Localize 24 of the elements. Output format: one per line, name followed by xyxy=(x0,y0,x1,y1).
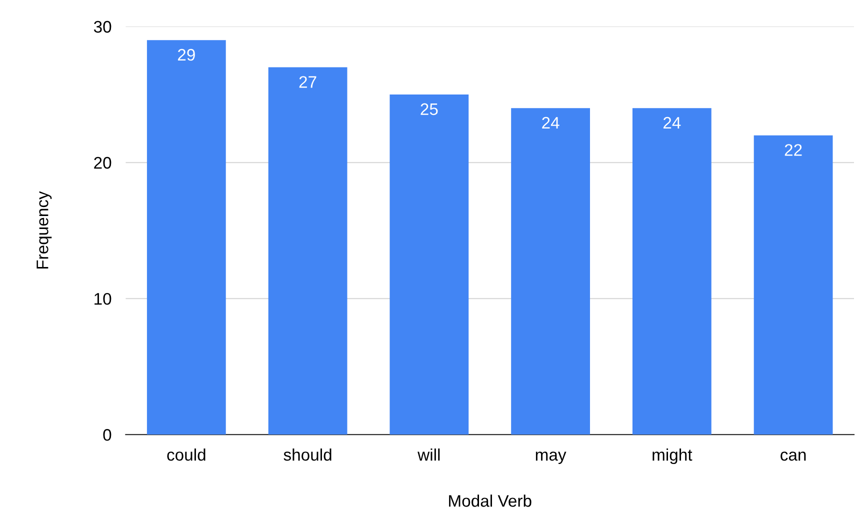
data-label: 24 xyxy=(542,116,560,129)
y-tick-label: 0 xyxy=(103,429,112,441)
bar xyxy=(390,94,469,435)
data-label: 22 xyxy=(784,144,802,156)
x-tick-label: may xyxy=(536,452,566,464)
data-label: 29 xyxy=(178,48,195,61)
x-axis-title: Modal Verb xyxy=(449,494,532,507)
y-tick-label: 20 xyxy=(94,156,112,169)
x-tick-label: should xyxy=(284,448,332,461)
x-tick-label: could xyxy=(167,448,206,461)
bar xyxy=(511,108,590,435)
x-tick-label: might xyxy=(652,448,692,464)
data-label: 27 xyxy=(299,76,316,88)
y-tick-label: 10 xyxy=(94,292,112,305)
bar xyxy=(146,40,226,435)
data-label: 25 xyxy=(420,103,438,116)
bar xyxy=(754,135,833,435)
bar xyxy=(268,67,348,435)
x-tick-label: can xyxy=(780,452,806,461)
y-axis-title: Frequency xyxy=(36,191,52,269)
data-label: 24 xyxy=(663,116,681,129)
y-tick-label: 30 xyxy=(94,20,112,33)
x-tick-label: will xyxy=(418,448,440,461)
bar xyxy=(632,108,712,435)
